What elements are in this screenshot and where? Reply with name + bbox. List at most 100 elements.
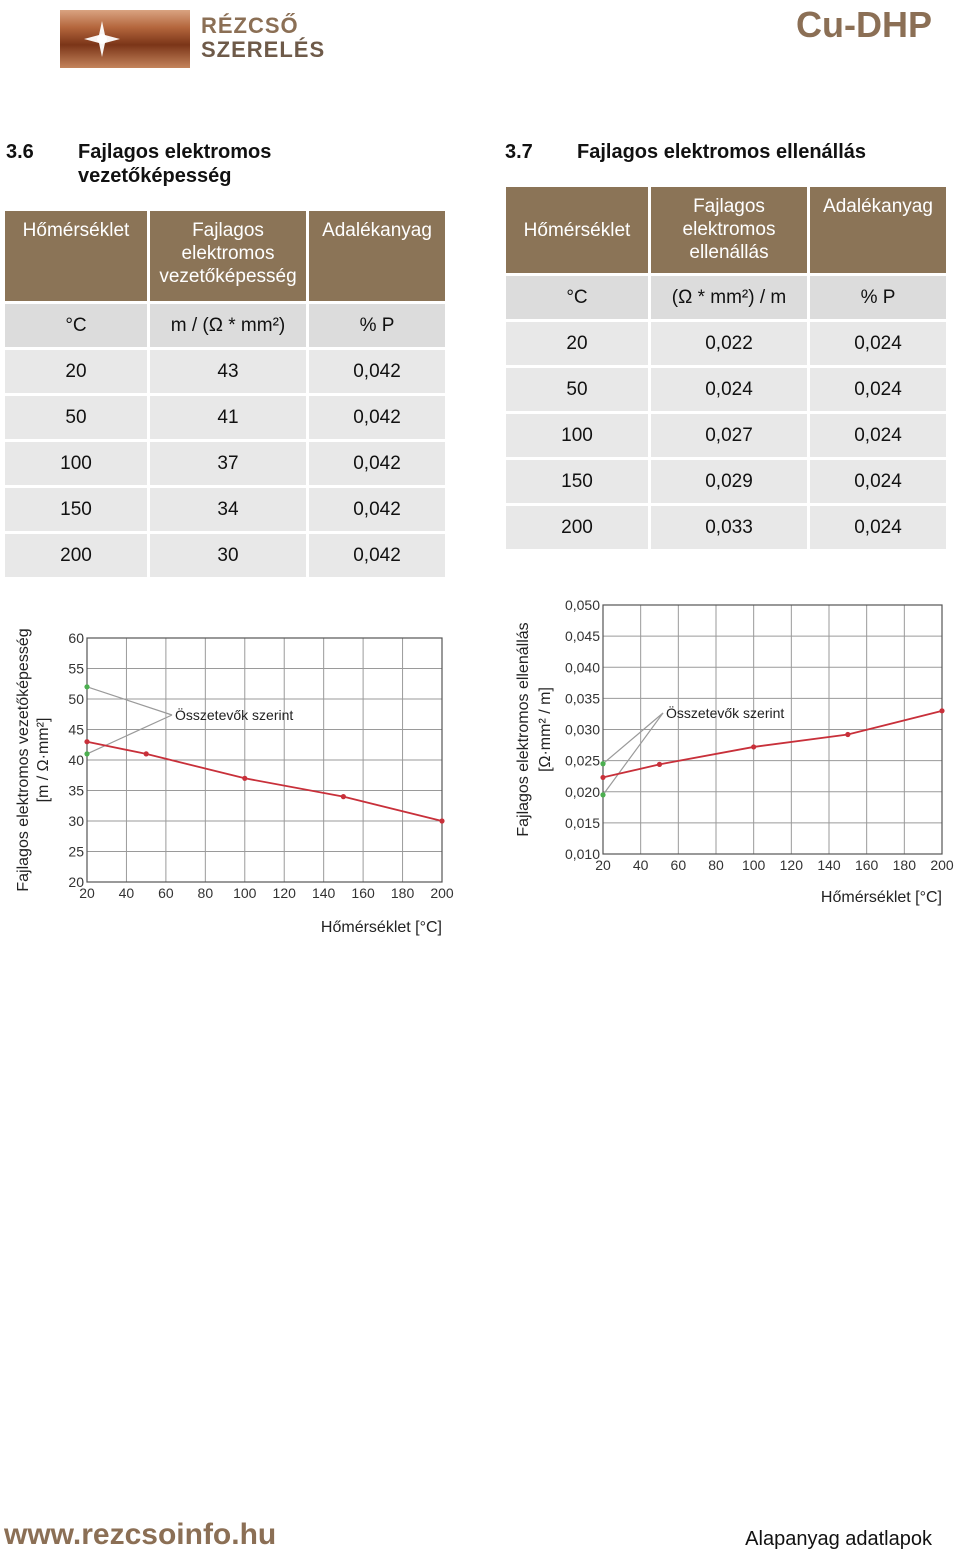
y-tick-label: 0,050 [565, 597, 600, 613]
annotation-label: Összetevők szerint [175, 706, 293, 723]
x-tick-label: 100 [233, 885, 257, 901]
cell-additive: 0,024 [810, 368, 946, 411]
cell-temperature: 100 [5, 442, 147, 485]
x-tick-label: 40 [633, 857, 649, 873]
unit-additive: % P [309, 304, 445, 347]
section-heading: Fajlagos elektromos vezetőképesség [78, 141, 272, 187]
data-point [242, 775, 248, 781]
unit-resistivity: (Ω * mm²) / m [651, 276, 807, 319]
logo-line1: RÉZCSŐ [201, 13, 299, 38]
data-point [751, 744, 757, 750]
x-axis-label: Hőmérséklet [°C] [821, 889, 942, 906]
cell-value: 0,024 [651, 368, 807, 411]
table-row: 100 0,027 0,024 [506, 414, 946, 457]
table-row: 50 41 0,042 [5, 396, 445, 439]
cell-additive: 0,024 [810, 322, 946, 365]
cell-temperature: 200 [5, 534, 147, 577]
x-tick-label: 60 [158, 885, 174, 901]
cell-value: 34 [150, 488, 306, 531]
header-temperature: Hőmérséklet [5, 211, 147, 301]
cell-temperature: 20 [5, 350, 147, 393]
y-tick-label: 0,025 [565, 753, 600, 769]
range-point [600, 792, 606, 798]
x-tick-label: 180 [391, 885, 415, 901]
cell-temperature: 200 [506, 506, 648, 549]
table-row: 50 0,024 0,024 [506, 368, 946, 411]
x-tick-label: 40 [119, 885, 135, 901]
data-point [340, 794, 346, 800]
data-point [600, 774, 606, 781]
y-tick-label: 25 [68, 844, 84, 860]
plot-frame [86, 637, 443, 883]
y-tick-label: 0,010 [565, 846, 600, 862]
x-tick-label: 180 [893, 857, 917, 873]
cell-temperature: 150 [506, 460, 648, 503]
x-tick-label: 80 [198, 885, 214, 901]
range-point [84, 684, 90, 690]
cell-additive: 0,024 [810, 414, 946, 457]
y-axis-label: Fajlagos elektromos ellenállás [515, 622, 532, 836]
y-tick-label: 0,020 [565, 784, 600, 800]
header-resistivity: Fajlagos elektromos ellenállás [651, 187, 807, 273]
table-row: 20 0,022 0,024 [506, 322, 946, 365]
cell-additive: 0,042 [309, 534, 445, 577]
plot-frame [602, 604, 943, 855]
data-point [439, 818, 445, 824]
y-tick-label: 0,040 [565, 659, 600, 675]
x-tick-label: 140 [817, 857, 841, 873]
y-axis-unit: [m / Ω·mm²] [35, 718, 52, 803]
x-tick-label: 120 [273, 885, 297, 901]
y-tick-label: 40 [68, 752, 84, 768]
cell-temperature: 100 [506, 414, 648, 457]
table-row: 100 37 0,042 [5, 442, 445, 485]
section-title-resistivity: 3.7 Fajlagos elektromos ellenállás [505, 140, 925, 166]
cell-value: 30 [150, 534, 306, 577]
x-tick-label: 160 [351, 885, 375, 901]
cell-temperature: 20 [506, 322, 648, 365]
data-point [939, 708, 945, 714]
cell-temperature: 50 [5, 396, 147, 439]
data-point [84, 739, 90, 745]
cell-value: 0,033 [651, 506, 807, 549]
y-axis-unit: [Ω·mm² / m] [537, 687, 554, 772]
cell-additive: 0,024 [810, 506, 946, 549]
table-row: 150 0,029 0,024 [506, 460, 946, 503]
data-point [143, 751, 149, 757]
unit-temperature: °C [506, 276, 648, 319]
series-line [86, 740, 443, 822]
header-additive: Adalékanyag [810, 187, 946, 273]
y-tick-label: 0,045 [565, 628, 600, 644]
logo [60, 10, 190, 68]
cell-value: 41 [150, 396, 306, 439]
table-row: 200 30 0,042 [5, 534, 445, 577]
resistivity-table: Hőmérséklet Fajlagos elektromos ellenáll… [503, 184, 949, 552]
annotation-leader-line [86, 686, 173, 716]
y-tick-label: 50 [68, 691, 84, 707]
cell-additive: 0,042 [309, 442, 445, 485]
footer-website[interactable]: www.rezcsoinfo.hu [4, 1518, 277, 1551]
header-additive: Adalékanyag [309, 211, 445, 301]
x-tick-label: 80 [708, 857, 724, 873]
data-point [656, 761, 663, 767]
cell-value: 0,022 [651, 322, 807, 365]
cell-additive: 0,042 [309, 488, 445, 531]
y-axis-label: Fajlagos elektromos vezetőképesség [15, 628, 32, 891]
x-tick-label: 100 [742, 857, 766, 873]
x-tick-label: 200 [430, 885, 454, 901]
annotation-leader-line [602, 712, 664, 796]
x-tick-label: 20 [79, 885, 95, 901]
cell-temperature: 150 [5, 488, 147, 531]
unit-conductivity: m / (Ω * mm²) [150, 304, 306, 347]
resistivity-chart: 20 40 60 80 100 120 140 160 180 200 0,010 0,015 0,02… [515, 597, 954, 906]
table-row: 20 43 0,042 [5, 350, 445, 393]
x-tick-label: 120 [780, 857, 804, 873]
cell-value: 43 [150, 350, 306, 393]
conductivity-chart: 20 40 60 80 100 120 140 160 180 200 20 25 30 35 40 45 50… [15, 628, 454, 936]
table-row: 150 34 0,042 [5, 488, 445, 531]
x-tick-label: 20 [595, 857, 611, 873]
data-point [845, 731, 851, 738]
y-tick-label: 20 [68, 874, 84, 890]
annotation-leader-line [602, 712, 664, 765]
cell-value: 0,029 [651, 460, 807, 503]
x-tick-label: 160 [855, 857, 879, 873]
